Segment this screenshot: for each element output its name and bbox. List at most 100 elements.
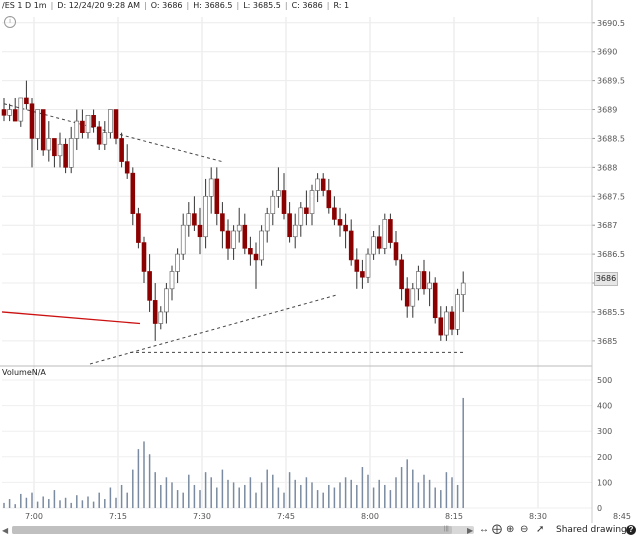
price-tick-label: 3685 xyxy=(597,337,617,346)
candle xyxy=(371,236,376,255)
candle xyxy=(304,207,309,214)
candle xyxy=(96,126,102,145)
header-sep: | xyxy=(186,1,190,10)
candle xyxy=(376,236,382,249)
time-tick-label: 7:45 xyxy=(277,512,295,521)
price-tick-label: 3688 xyxy=(597,163,617,172)
chevron-right-icon[interactable]: ▶ xyxy=(467,526,474,535)
candle xyxy=(40,109,46,151)
header-symbol[interactable]: /ES 1 D 1m xyxy=(2,1,47,10)
volume-panel-title: VolumeN/A xyxy=(2,368,46,377)
candle xyxy=(85,115,91,133)
candle xyxy=(360,271,365,278)
price-axis: 3690.5 3690 3689.5 3689 3688.5 3688 3687.5 3687… xyxy=(592,19,625,346)
candle xyxy=(169,271,175,290)
candle xyxy=(119,138,124,162)
candle xyxy=(410,288,416,307)
candle xyxy=(287,213,292,238)
candle xyxy=(270,195,276,214)
candle xyxy=(91,115,96,128)
candle xyxy=(46,138,52,151)
candle xyxy=(449,311,455,330)
candle xyxy=(365,253,371,278)
price-tick-label: 3687.5 xyxy=(597,192,625,201)
candle xyxy=(276,190,281,197)
candle xyxy=(214,178,220,214)
current-price-tag: 3686 xyxy=(594,272,618,286)
bottom-toolbar: ◀ ||| ▶ ↔ ⨁ ⊕ ⊖ ➚ Shared drawings ? xyxy=(0,523,639,537)
candle xyxy=(236,224,242,232)
candle xyxy=(337,219,343,226)
volume-tick-label: 100 xyxy=(597,478,612,487)
candle xyxy=(343,224,348,232)
candle xyxy=(1,109,7,116)
info-icon[interactable]: i xyxy=(4,16,16,28)
candle xyxy=(393,242,399,261)
draw-line-icon[interactable]: ➚ xyxy=(536,524,545,535)
header-sep: | xyxy=(144,1,147,10)
candle xyxy=(225,230,231,249)
price-tick-label: 3689 xyxy=(597,106,617,115)
trendline-red[interactable] xyxy=(1,311,141,325)
time-tick-label: 8:00 xyxy=(361,512,379,521)
candle xyxy=(108,109,113,133)
time-tick-label: 8:30 xyxy=(529,512,547,521)
candle xyxy=(309,190,315,214)
candle xyxy=(175,253,180,272)
left-right-arrows-icon[interactable]: ↔ xyxy=(479,524,489,535)
chevron-left-icon[interactable]: ◀ xyxy=(2,526,9,535)
scrollbar-thumb[interactable] xyxy=(12,526,452,534)
candle xyxy=(29,103,35,139)
price-tick-label: 3690 xyxy=(597,48,617,57)
candles xyxy=(1,80,466,341)
candle xyxy=(158,311,164,324)
header-range: R: 1 xyxy=(333,1,350,10)
candle xyxy=(242,224,248,249)
zoom-out-icon[interactable]: ⊖ xyxy=(520,524,529,535)
candle xyxy=(354,259,360,272)
header-sep: | xyxy=(326,1,330,10)
candle xyxy=(315,178,320,191)
candle xyxy=(147,271,152,301)
price-tick-label: 3687 xyxy=(597,221,617,230)
chart-canvas[interactable]: 3690.5 3690 3689.5 3689 3688.5 3688 3687.5 3687… xyxy=(0,0,639,523)
header-sep: | xyxy=(50,1,54,10)
help-icon[interactable]: ? xyxy=(626,525,636,535)
volume-axis: 500 400 300 200 100 0 xyxy=(597,376,612,513)
volume-tick-label: 300 xyxy=(597,427,612,436)
candle xyxy=(18,97,24,122)
candle xyxy=(7,109,12,116)
candle xyxy=(416,271,421,290)
candle xyxy=(248,248,253,255)
candle xyxy=(281,190,287,214)
candle xyxy=(197,224,203,238)
time-tick-label: 8:45 xyxy=(613,512,631,521)
volume-tick-label: 500 xyxy=(597,376,612,385)
candle xyxy=(348,230,354,261)
candle xyxy=(186,213,192,226)
candle xyxy=(432,282,438,319)
candle xyxy=(35,109,40,139)
candle xyxy=(57,143,63,157)
price-tick-label: 3685.5 xyxy=(597,308,625,317)
zoom-in-icon[interactable]: ⊕ xyxy=(506,524,515,535)
candle xyxy=(399,259,404,290)
shared-drawings-label[interactable]: Shared drawings xyxy=(556,525,632,535)
crosshair-icon[interactable]: ⨁ xyxy=(492,524,502,535)
candle xyxy=(203,195,208,238)
candle xyxy=(427,282,432,290)
trendline-upper[interactable] xyxy=(3,103,223,163)
candle xyxy=(404,288,410,307)
candle xyxy=(192,213,197,226)
header-open: O: 3686 xyxy=(150,1,183,10)
time-tick-label: 7:30 xyxy=(193,512,211,521)
trendline-lower[interactable] xyxy=(89,294,339,365)
candle xyxy=(80,120,85,133)
candle xyxy=(253,253,259,261)
candle xyxy=(292,224,298,238)
header-low: L: 3685.5 xyxy=(243,1,281,10)
horizontal-scrollbar[interactable]: ||| xyxy=(12,526,474,534)
price-tick-label: 3686.5 xyxy=(597,250,625,259)
candle xyxy=(298,207,304,226)
grip-icon: ||| xyxy=(444,526,449,532)
